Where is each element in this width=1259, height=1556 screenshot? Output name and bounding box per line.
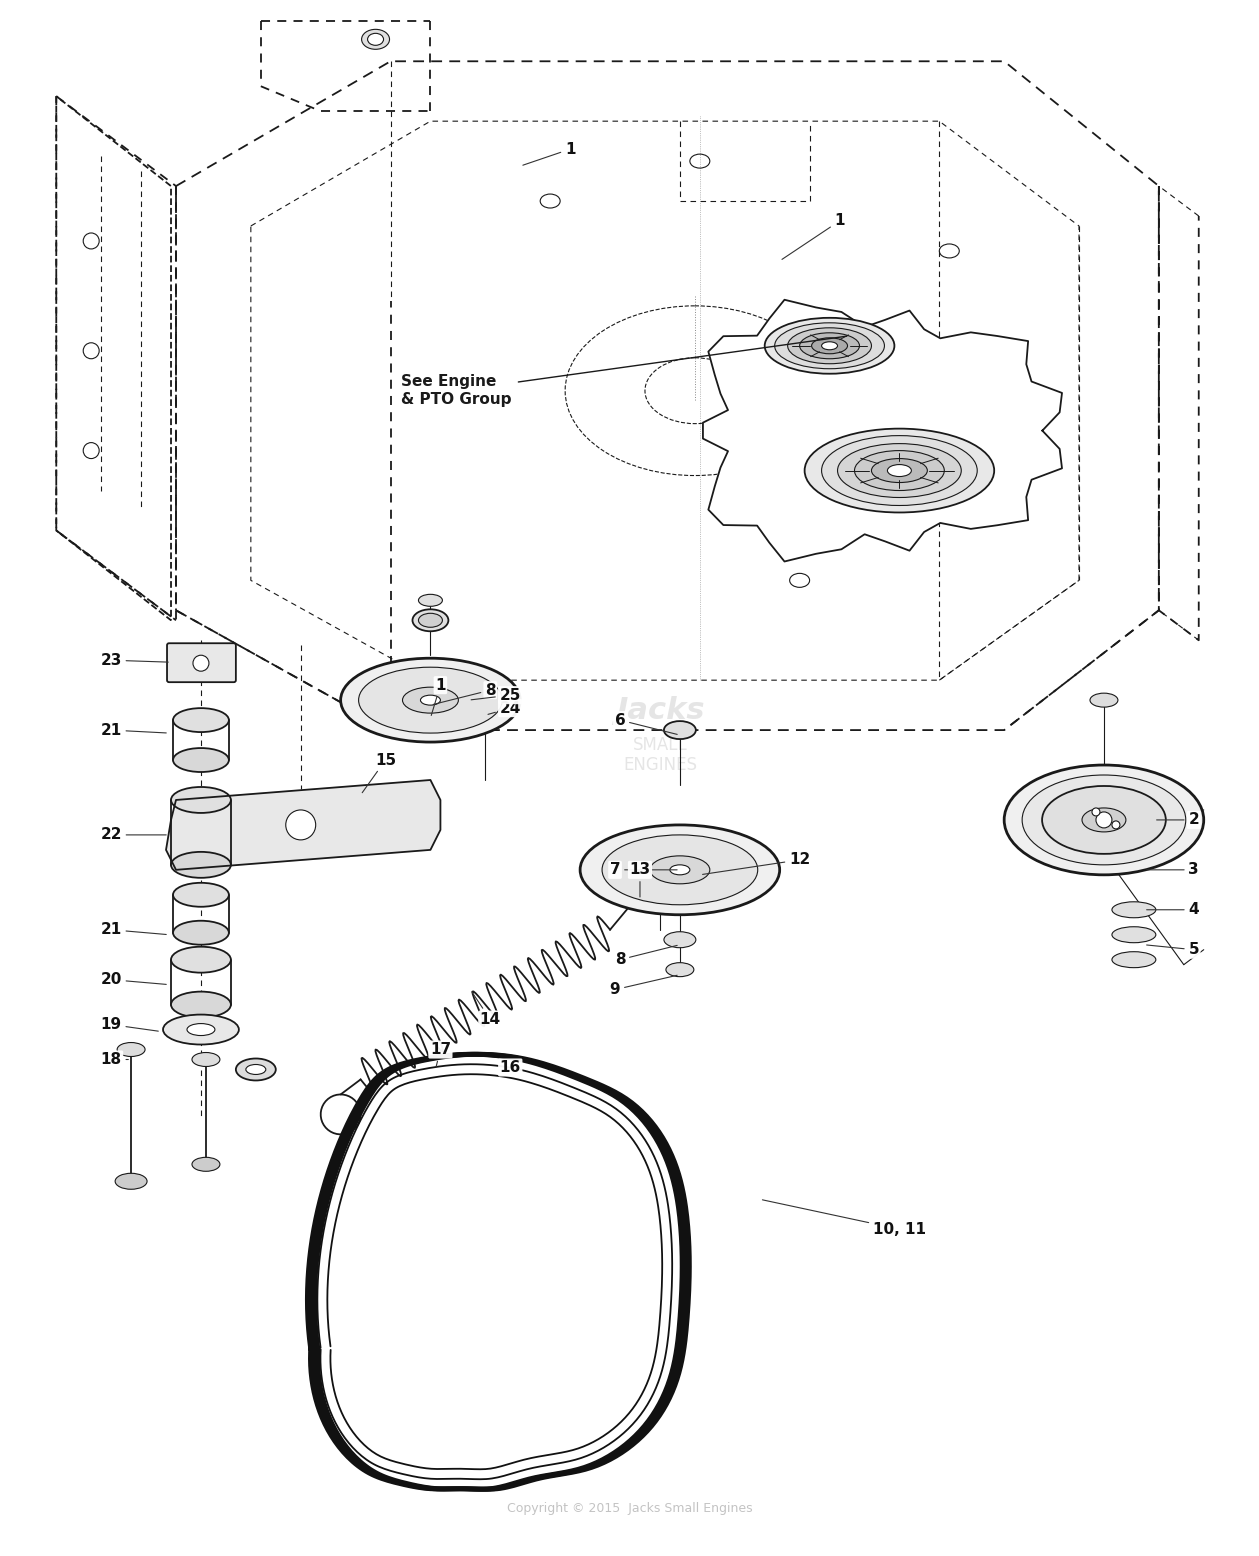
Ellipse shape <box>171 991 230 1018</box>
Text: 20: 20 <box>101 972 166 987</box>
Ellipse shape <box>663 720 696 739</box>
Ellipse shape <box>171 851 230 878</box>
Ellipse shape <box>191 1052 220 1066</box>
Circle shape <box>1092 808 1100 815</box>
Text: 17: 17 <box>429 1043 451 1067</box>
Text: 7: 7 <box>609 862 677 878</box>
Ellipse shape <box>1022 775 1186 865</box>
Ellipse shape <box>888 465 912 476</box>
Text: 12: 12 <box>703 853 811 874</box>
Ellipse shape <box>1112 902 1156 918</box>
Ellipse shape <box>172 708 229 731</box>
Ellipse shape <box>421 696 441 705</box>
Ellipse shape <box>418 594 442 607</box>
Text: 2: 2 <box>1157 812 1199 828</box>
Text: 3: 3 <box>1147 862 1199 878</box>
Ellipse shape <box>413 610 448 632</box>
Ellipse shape <box>670 865 690 874</box>
Ellipse shape <box>359 668 502 733</box>
Ellipse shape <box>764 317 894 373</box>
Text: 8: 8 <box>433 683 496 705</box>
Ellipse shape <box>172 921 229 944</box>
Text: 21: 21 <box>101 722 166 738</box>
Ellipse shape <box>682 860 718 879</box>
Ellipse shape <box>822 342 837 350</box>
Text: 1: 1 <box>522 142 575 165</box>
Text: 1: 1 <box>782 213 845 260</box>
Ellipse shape <box>580 825 779 915</box>
Text: 19: 19 <box>101 1018 159 1032</box>
Ellipse shape <box>799 333 860 359</box>
Text: ENGINES: ENGINES <box>623 756 697 773</box>
Text: Copyright © 2015  Jacks Small Engines: Copyright © 2015 Jacks Small Engines <box>507 1502 753 1516</box>
Ellipse shape <box>162 1015 239 1044</box>
Text: 5: 5 <box>1147 943 1199 957</box>
Ellipse shape <box>172 882 229 907</box>
Ellipse shape <box>805 428 995 512</box>
Ellipse shape <box>115 1173 147 1189</box>
Ellipse shape <box>642 879 677 899</box>
Text: 10, 11: 10, 11 <box>763 1200 925 1237</box>
Ellipse shape <box>774 322 884 369</box>
Text: 1: 1 <box>432 678 446 716</box>
Ellipse shape <box>812 338 847 353</box>
Text: Jacks: Jacks <box>616 696 704 725</box>
Circle shape <box>1112 822 1121 829</box>
Ellipse shape <box>837 443 962 498</box>
Ellipse shape <box>246 1064 266 1075</box>
Ellipse shape <box>822 436 977 506</box>
Ellipse shape <box>871 459 928 482</box>
Text: 6: 6 <box>614 713 677 734</box>
Text: 13: 13 <box>630 862 651 896</box>
Ellipse shape <box>788 328 871 364</box>
Text: 15: 15 <box>363 753 397 792</box>
Ellipse shape <box>690 865 710 874</box>
Polygon shape <box>166 780 441 870</box>
Ellipse shape <box>341 658 520 742</box>
Text: 23: 23 <box>101 652 169 668</box>
Text: 22: 22 <box>101 828 166 842</box>
Ellipse shape <box>172 748 229 772</box>
Text: 14: 14 <box>472 991 501 1027</box>
Ellipse shape <box>171 787 230 812</box>
Ellipse shape <box>1112 927 1156 943</box>
Ellipse shape <box>666 963 694 977</box>
Ellipse shape <box>361 30 389 50</box>
Text: 24: 24 <box>488 700 521 716</box>
Text: 9: 9 <box>609 976 677 997</box>
Ellipse shape <box>476 705 495 716</box>
Ellipse shape <box>1081 808 1126 832</box>
Ellipse shape <box>171 946 230 972</box>
Text: 16: 16 <box>500 1060 521 1075</box>
Text: SMALL: SMALL <box>632 736 687 755</box>
Ellipse shape <box>663 932 696 948</box>
Ellipse shape <box>418 613 442 627</box>
Ellipse shape <box>368 33 384 45</box>
Circle shape <box>1097 812 1112 828</box>
Text: 18: 18 <box>101 1052 128 1067</box>
Text: See Engine
& PTO Group: See Engine & PTO Group <box>400 336 847 406</box>
Circle shape <box>193 655 209 671</box>
Circle shape <box>286 811 316 840</box>
Ellipse shape <box>650 885 670 895</box>
Ellipse shape <box>235 1058 276 1080</box>
Ellipse shape <box>188 1024 215 1036</box>
Ellipse shape <box>1090 692 1118 706</box>
Ellipse shape <box>855 451 944 490</box>
Polygon shape <box>703 300 1063 562</box>
Ellipse shape <box>117 1043 145 1057</box>
Text: 25: 25 <box>471 688 521 703</box>
Ellipse shape <box>602 836 758 904</box>
Ellipse shape <box>1005 766 1204 874</box>
Text: 4: 4 <box>1147 902 1199 918</box>
Ellipse shape <box>650 856 710 884</box>
FancyBboxPatch shape <box>167 643 235 682</box>
Ellipse shape <box>1112 952 1156 968</box>
Text: 21: 21 <box>101 923 166 937</box>
Ellipse shape <box>191 1158 220 1172</box>
Ellipse shape <box>403 688 458 713</box>
Ellipse shape <box>1042 786 1166 854</box>
Text: 8: 8 <box>614 946 677 968</box>
